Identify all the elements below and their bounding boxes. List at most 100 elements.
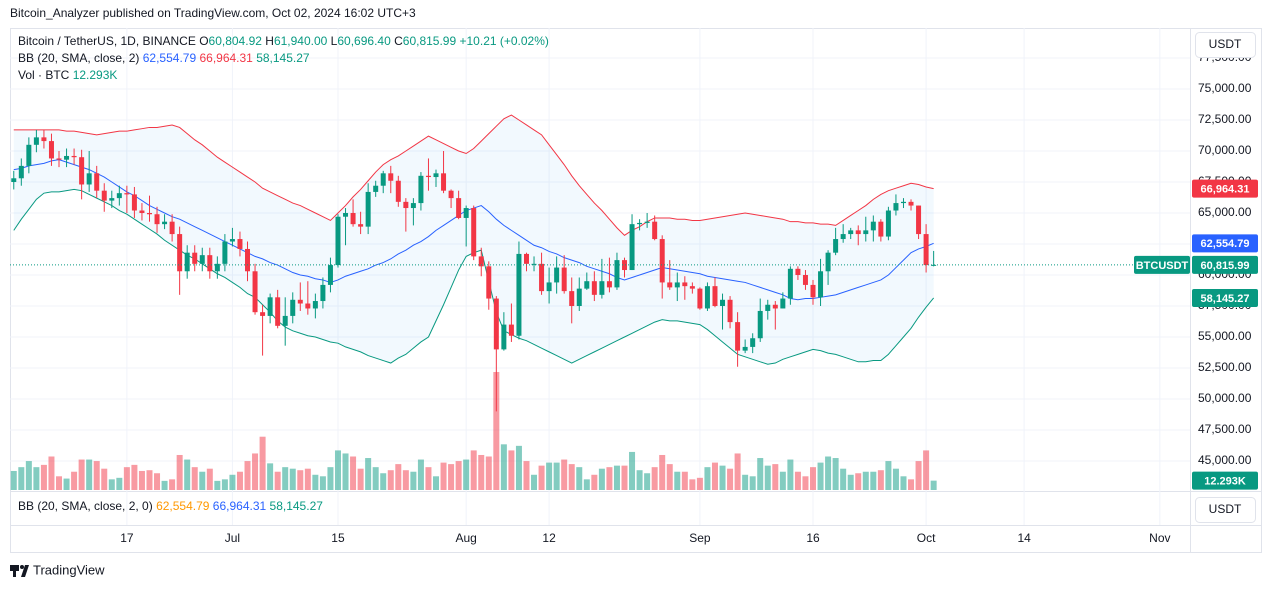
candle-body: [757, 310, 763, 339]
candle-body: [576, 288, 582, 306]
currency-label[interactable]: USDT: [1209, 502, 1242, 516]
volume-bar: [259, 436, 266, 490]
volume-bar: [10, 470, 17, 490]
volume-bar: [169, 479, 176, 490]
candle-body: [493, 298, 499, 350]
ohlc-prefix: C: [394, 34, 403, 48]
candle-body: [848, 230, 854, 235]
candle-body: [388, 173, 394, 181]
candle-body: [810, 284, 816, 298]
volume-bar: [402, 470, 409, 490]
price-tag: [1192, 255, 1258, 274]
volume-bar: [78, 459, 85, 490]
volume-bar: [365, 458, 372, 490]
logo-shape: [13, 565, 16, 577]
volume-bar: [334, 450, 341, 490]
volume-bar: [71, 471, 78, 490]
volume-bar: [681, 471, 688, 490]
x-tick-label: Nov: [1149, 531, 1170, 545]
candle-body: [825, 252, 831, 272]
frame: [10, 28, 1262, 553]
candle-body: [569, 291, 575, 306]
volume-bar: [885, 461, 892, 490]
volume-bar: [817, 462, 824, 490]
volume-bar: [395, 464, 402, 490]
volume-bar: [553, 462, 560, 490]
pane2-lower: 58,145.27: [270, 499, 324, 513]
volume-bar: [229, 474, 236, 490]
volume-bar: [327, 467, 334, 490]
volume-bar: [485, 456, 492, 490]
candle-body: [312, 301, 318, 309]
candle-body: [780, 298, 786, 309]
volume-bar: [493, 372, 500, 490]
volume-bar: [531, 474, 538, 490]
y-tick-label: 65,000.00: [1198, 205, 1252, 219]
candle-body: [275, 297, 281, 326]
volume-bar: [696, 477, 703, 490]
volume-bar: [199, 471, 206, 490]
price-tag-label: 66,964.31: [1201, 184, 1250, 196]
candle-body: [546, 282, 552, 292]
candle-body: [56, 158, 62, 160]
volume-bar: [787, 459, 794, 490]
currency-label[interactable]: USDT: [1209, 37, 1242, 51]
price-tag-label: 60,815.99: [1201, 260, 1250, 272]
candle-body: [863, 230, 869, 235]
candle-body: [177, 234, 183, 272]
candle-body: [448, 190, 454, 199]
volume-bar: [146, 470, 153, 490]
legend-volume: Vol · BTC 12.293K: [18, 68, 117, 82]
candle-body: [365, 191, 371, 227]
volume-bar: [86, 459, 93, 490]
bb-basis-value: 62,554.79: [143, 51, 197, 65]
candle-body: [403, 201, 409, 209]
candle-body: [561, 267, 567, 292]
volume-bar: [463, 459, 470, 490]
candle-body: [735, 322, 741, 351]
candle-body: [652, 221, 658, 240]
candle-body: [116, 193, 122, 199]
candle-body: [697, 288, 703, 309]
candle-body: [305, 303, 311, 309]
candle-body: [787, 268, 793, 299]
candle-body: [456, 198, 462, 218]
volume-bar: [613, 465, 620, 490]
candle-body: [79, 157, 85, 185]
volume-bar: [191, 467, 198, 490]
volume-bar: [357, 468, 364, 490]
ohlc-prefix: O: [199, 34, 208, 48]
candle-body: [622, 260, 628, 271]
candle-body: [94, 173, 100, 191]
volume-bar: [930, 480, 937, 490]
candle-body: [18, 165, 24, 179]
volume-bar: [304, 468, 311, 490]
currency-button[interactable]: [1195, 32, 1256, 58]
candle-body: [644, 221, 650, 223]
candle-body: [101, 190, 107, 201]
pane2-label: BB (20, SMA, close, 2, 0): [18, 499, 153, 513]
candle-body: [64, 155, 70, 160]
price-tag-label: 58,145.27: [1201, 293, 1250, 305]
volume-bar: [108, 479, 115, 490]
candle-body: [870, 221, 876, 231]
volume-bar: [342, 453, 349, 490]
volume-bar: [176, 454, 183, 490]
currency-button[interactable]: [1195, 497, 1256, 523]
candle-body: [750, 338, 756, 347]
candle-body: [674, 282, 680, 288]
volume-bar: [93, 461, 100, 490]
candle-body: [418, 175, 424, 204]
volume-bar: [206, 468, 213, 490]
ohlc-prefix: L: [331, 34, 338, 48]
candle-body: [667, 282, 673, 288]
candle-body: [727, 299, 733, 323]
candle-body: [124, 193, 130, 195]
candle-body: [48, 141, 54, 159]
volume-bar: [470, 450, 477, 490]
symbol-tag: [1134, 255, 1190, 274]
candle-body: [916, 205, 922, 235]
x-tick-label: Jul: [225, 531, 240, 545]
volume-bar: [123, 467, 130, 490]
volume-bar: [546, 462, 553, 490]
